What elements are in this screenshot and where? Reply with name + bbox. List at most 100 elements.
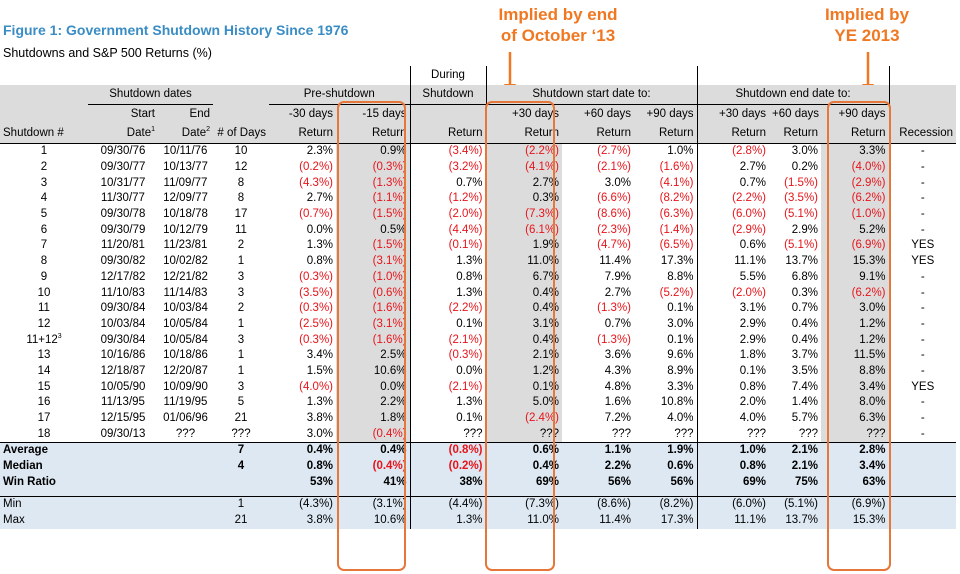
callout-start-30-line2: of October ‘13 (500, 26, 616, 45)
cell-shutdown-num: 9 (0, 270, 88, 286)
cell-return: (1.0%) (336, 269, 410, 286)
table-row: 14 12/18/87 12/20/87 1 1.5% 10.6% 0.0% 1.2% 4.3%… (0, 363, 956, 380)
summary-value: 0.6% (634, 458, 697, 475)
table-row: 15 10/05/90 10/09/90 3 (4.0%) 0.0% (2.1%) 0.1% 4… (0, 379, 956, 395)
table-row: 11+123 09/30/84 10/05/84 3 (0.3%) (1.6%) (2.1%… (0, 332, 956, 348)
cell-return: 2.7% (485, 175, 562, 192)
summary-value: 2.1% (769, 458, 821, 475)
cell-recession: - (888, 143, 956, 160)
summary-blank (88, 442, 158, 459)
cell-start-date: 09/30/13 (100, 427, 146, 440)
cell-start-date: 09/30/82 (100, 255, 146, 268)
cell-return: 2.7% (696, 159, 769, 176)
cell-shutdown-num: 12 (0, 317, 88, 333)
cell-return: (6.3%) (659, 208, 694, 221)
cell-return: 4.0% (667, 412, 694, 425)
cell-return: 6.7% (485, 269, 562, 286)
callout-end-90-line1: Implied by (824, 5, 910, 24)
spacer-cell (0, 490, 88, 497)
spacer-cell (634, 490, 697, 497)
cell-return: (3.4%) (409, 143, 486, 160)
cell-return: 17.3% (660, 255, 694, 268)
cell-return: 0.2% (791, 161, 818, 174)
cell-return: (1.3%) (336, 175, 410, 192)
cell-return: (3.1%) (336, 253, 410, 270)
cell-return: (2.3%) (597, 223, 631, 236)
summary-blank (158, 458, 213, 475)
table-row: 6 09/30/79 10/12/79 11 0.0% 0.5% (4.4%) (6.1%) (… (0, 222, 956, 239)
summary-value: 10.6% (336, 512, 410, 529)
shutdown-num-label: 14 (37, 364, 51, 377)
summary-days: 1 (213, 496, 269, 513)
shutdown-num-label: 6 (40, 223, 48, 236)
summary-label: Median (0, 458, 88, 475)
header-row-4: Shutdown # Date1 Date2 # of Days Return … (0, 124, 956, 144)
cell-return: ??? (485, 426, 562, 443)
table-row: 13 10/16/86 10/18/86 1 3.4% 2.5% (0.3%) 2.1% 3.6… (0, 347, 956, 364)
summary-blank (88, 458, 158, 475)
spacer-cell (562, 490, 634, 497)
cell-return: 3.0% (791, 145, 818, 158)
cell-return: 1.5% (306, 364, 333, 377)
header-start-group: Shutdown start date to: (485, 85, 697, 105)
cell-return: (0.3%) (336, 159, 410, 176)
summary-value: (4.3%) (269, 496, 336, 513)
header-return: Return (821, 124, 889, 144)
cell-return: (4.0%) (821, 159, 889, 176)
spacer-cell (336, 490, 410, 497)
summary-blank (888, 496, 956, 513)
cell-return: (2.4%) (485, 410, 562, 427)
header-m15: -15 days (336, 104, 410, 124)
cell-end-date: 10/05/84 (163, 333, 208, 346)
cell-return: 2.9% (696, 332, 769, 348)
footnote-2: 2 (206, 126, 210, 134)
cell-return: 3.8% (306, 412, 333, 425)
cell-recession: YES (888, 238, 956, 254)
cell-return: 0.3% (791, 286, 818, 299)
cell-return: (4.0%) (299, 380, 333, 393)
table-row: 11 09/30/84 10/03/84 2 (0.3%) (1.6%) (2.2%) 0.4… (0, 300, 956, 317)
cell-shutdown-num: 17 (0, 411, 88, 427)
cell-return: 1.2% (485, 363, 562, 380)
cell-return: (0.3%) (299, 333, 333, 346)
figure-subtitle: Shutdowns and S&P 500 Returns (%) (3, 46, 212, 60)
summary-blank (888, 458, 956, 475)
cell-shutdown-num: 4 (0, 191, 88, 207)
cell-return: (2.2%) (409, 300, 486, 317)
cell-return: 7.9% (604, 270, 631, 283)
cell-return: 0.0% (409, 363, 486, 380)
cell-shutdown-num: 10 (0, 285, 88, 301)
table-row: 4 11/30/77 12/09/77 8 2.7% (1.1%) (1.2%) 0.3% (6… (0, 191, 956, 207)
cell-recession: - (888, 363, 956, 380)
cell-return: (4.1%) (485, 159, 562, 176)
cell-num-days: 8 (237, 176, 245, 189)
cell-shutdown-num: 2 (0, 160, 88, 176)
cell-return: (3.1%) (336, 316, 410, 333)
header-row-2: Shutdown dates Pre-shutdown Shutdown Shu… (0, 85, 956, 105)
cell-return: 3.6% (604, 349, 631, 362)
cell-start-date: 09/30/77 (100, 161, 146, 174)
cell-return: 0.8% (696, 379, 769, 395)
cell-return: 4.3% (604, 364, 631, 377)
figure-title: Figure 1: Government Shutdown History Si… (3, 22, 349, 38)
header-end-date: Date2 (158, 124, 213, 144)
cell-start-date: 09/30/76 (100, 145, 146, 158)
shutdown-num-label: 13 (37, 349, 51, 362)
cell-return: 8.8% (667, 270, 694, 283)
cell-num-days: 1 (237, 255, 245, 268)
cell-recession: - (888, 285, 956, 301)
footnote-1: 1 (151, 126, 155, 134)
summary-value: 69% (485, 474, 562, 491)
summary-value: 2.1% (769, 442, 821, 459)
cell-return: 10.8% (660, 396, 694, 409)
summary-blank (888, 512, 956, 529)
cell-return: 0.0% (336, 379, 410, 395)
cell-recession: - (888, 191, 956, 207)
cell-return: (6.6%) (597, 192, 631, 205)
cell-num-days: 11 (235, 223, 247, 236)
shutdown-num-label: 12 (37, 317, 51, 330)
cell-return: 2.7% (306, 192, 333, 205)
summary-value: 3.8% (269, 512, 336, 529)
header-return: Return (769, 124, 821, 144)
cell-return: (7.3%) (485, 206, 562, 223)
